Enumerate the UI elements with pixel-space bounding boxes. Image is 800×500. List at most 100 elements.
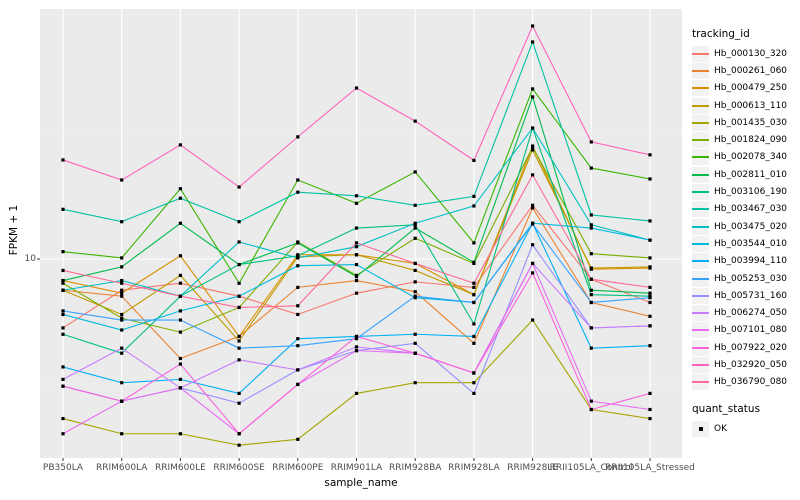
legend-item-Hb_001824_090: Hb_001824_090 xyxy=(692,131,798,149)
x-tick-label: RRIM600SE xyxy=(213,463,265,473)
data-point xyxy=(472,241,476,245)
x-tick-label: RRIM600PE xyxy=(272,463,324,473)
line-swatch-icon xyxy=(692,201,709,218)
data-point xyxy=(472,300,476,305)
data-point xyxy=(120,220,124,224)
data-point xyxy=(589,293,593,297)
data-point xyxy=(237,334,241,339)
data-point xyxy=(531,173,535,177)
data-point xyxy=(296,337,300,341)
data-point xyxy=(120,316,124,320)
data-point xyxy=(237,358,241,362)
data-point xyxy=(531,206,535,210)
legend-item-label: Hb_007101_080 xyxy=(714,325,788,336)
data-point xyxy=(531,318,535,322)
data-point xyxy=(648,256,652,260)
data-point xyxy=(237,391,241,396)
data-point xyxy=(296,344,300,348)
line-swatch-icon xyxy=(692,97,709,114)
line-swatch-icon xyxy=(692,356,709,373)
data-point xyxy=(61,416,65,421)
data-point xyxy=(120,178,124,182)
data-point xyxy=(120,281,124,285)
legend-item-Hb_001435_030: Hb_001435_030 xyxy=(692,114,798,131)
data-point xyxy=(120,278,124,283)
data-point xyxy=(354,278,359,283)
data-point xyxy=(531,24,535,28)
data-point xyxy=(237,305,241,310)
data-point xyxy=(472,285,476,289)
data-point xyxy=(531,203,535,207)
data-point xyxy=(178,294,182,298)
data-point xyxy=(296,382,300,387)
data-point xyxy=(178,254,182,258)
data-point xyxy=(120,294,124,298)
data-point xyxy=(472,334,476,339)
data-point xyxy=(237,220,241,224)
data-point xyxy=(296,312,300,317)
data-point xyxy=(120,256,124,260)
legend-item-Hb_000261_060: Hb_000261_060 xyxy=(692,62,798,79)
data-point xyxy=(61,312,65,317)
x-tick-label: PB350LA xyxy=(42,463,84,473)
data-point xyxy=(237,401,241,405)
legend-title-quant-status: quant_status xyxy=(692,402,761,415)
line-swatch-icon xyxy=(692,253,709,270)
data-point xyxy=(413,341,417,345)
data-point xyxy=(648,153,652,157)
data-point xyxy=(61,288,65,292)
legend-item-label: Hb_002078_340 xyxy=(714,152,788,163)
data-point xyxy=(413,280,417,284)
x-tick-label: RRIM928LE xyxy=(507,463,558,473)
data-point xyxy=(354,391,359,396)
data-point xyxy=(178,356,182,361)
data-point xyxy=(589,223,593,227)
data-point xyxy=(237,240,241,244)
data-point xyxy=(648,300,652,305)
legend-item-label: Hb_003106_190 xyxy=(714,187,788,198)
data-point xyxy=(178,377,182,381)
line-swatch-icon xyxy=(692,62,709,79)
line-swatch-icon xyxy=(692,339,709,356)
data-point xyxy=(61,309,65,313)
data-point xyxy=(648,314,652,318)
legend-item-label: Hb_001824_090 xyxy=(714,135,788,146)
data-point xyxy=(531,243,535,247)
data-point xyxy=(472,281,476,285)
data-point xyxy=(472,322,476,326)
data-point xyxy=(61,250,65,254)
x-axis-title: sample_name xyxy=(324,477,398,489)
legend-item-Hb_003475_020: Hb_003475_020 xyxy=(692,218,798,235)
legend-item-label: Hb_003475_020 xyxy=(714,221,788,232)
line-swatch-icon xyxy=(692,45,709,62)
legend-item-Hb_007922_020: Hb_007922_020 xyxy=(692,339,798,356)
data-point xyxy=(413,294,417,298)
legend-item-Hb_032920_050: Hb_032920_050 xyxy=(692,356,798,373)
data-point xyxy=(296,256,300,260)
legend-title-tracking-id: tracking_id xyxy=(692,28,750,40)
data-point xyxy=(178,330,182,334)
data-point xyxy=(354,194,359,198)
data-point xyxy=(648,291,652,295)
data-point xyxy=(296,135,300,139)
data-point xyxy=(531,40,535,44)
data-point xyxy=(648,285,652,289)
data-point xyxy=(178,309,182,313)
data-point xyxy=(237,294,241,298)
data-point xyxy=(648,344,652,348)
legend-item-Hb_003544_010: Hb_003544_010 xyxy=(692,235,798,252)
legend: tracking_id Hb_000130_320 Hb_000261_060 Hb… xyxy=(692,28,798,437)
data-point xyxy=(296,437,300,441)
data-point xyxy=(354,337,359,341)
data-point xyxy=(61,281,65,285)
panel-background xyxy=(40,9,682,458)
legend-item-Hb_003994_110: Hb_003994_110 xyxy=(692,253,798,270)
data-point xyxy=(413,261,417,266)
data-point xyxy=(178,318,182,322)
data-point xyxy=(178,187,182,191)
legend-item-label: Hb_036790_080 xyxy=(714,377,788,388)
data-point xyxy=(589,326,593,330)
data-point xyxy=(178,143,182,147)
data-point xyxy=(61,432,65,436)
x-tick-label: RRII105LA_Control xyxy=(549,463,633,473)
